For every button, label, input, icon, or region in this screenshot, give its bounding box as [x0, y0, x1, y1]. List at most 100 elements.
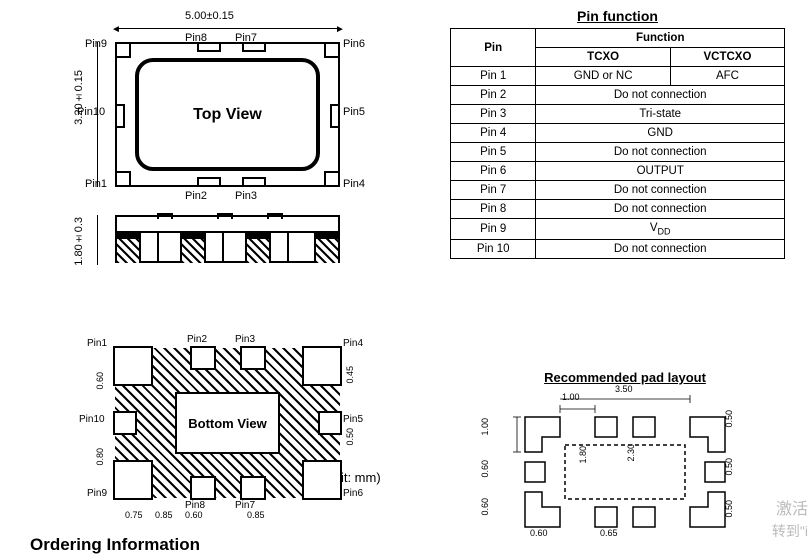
bv-pad-pin1: [113, 346, 153, 386]
bv-pad-pin10: [113, 411, 137, 435]
cell-func: Do not connection: [536, 143, 785, 162]
bv-pad-pin5: [318, 411, 342, 435]
pl-dim-r1: 0.50: [724, 410, 734, 428]
dim-thickness: 1.80±0.3: [73, 217, 85, 266]
top-view-body: Top View: [115, 42, 340, 187]
pl-dim-mh: 1.80: [578, 446, 588, 464]
cell-pin: Pin 10: [451, 240, 536, 259]
bv-pad-pin4: [302, 346, 342, 386]
bv-pad-pin6: [302, 460, 342, 500]
cell-func: Tri-state: [536, 105, 785, 124]
arrow-left-icon: ◄: [111, 24, 121, 35]
watermark-2: 转到"i: [772, 521, 808, 541]
bv-label-pin5: Pin5: [343, 414, 363, 425]
table-row: Pin 9VDD: [451, 219, 785, 240]
cell-func: Do not connection: [536, 181, 785, 200]
table-row: Pin 10Do not connection: [451, 240, 785, 259]
bv-dim-7: 0.45: [345, 366, 355, 384]
table-row: Pin 6OUTPUT: [451, 162, 785, 181]
bv-dim-4: 0.85: [155, 510, 173, 520]
tv-pad-pin5: [330, 104, 340, 128]
pl-dim-b2: 0.65: [600, 528, 618, 538]
hdr-tcxo: TCXO: [536, 48, 670, 67]
bv-pad-pin8: [190, 476, 216, 500]
bv-dim-1: 0.60: [95, 372, 105, 390]
table-row: Pin 7Do not connection: [451, 181, 785, 200]
table-row: Pin 8Do not connection: [451, 200, 785, 219]
pin-table-title: Pin function: [450, 8, 785, 24]
bv-dim-6: 0.85: [247, 510, 265, 520]
dim-thickness-line: [97, 215, 98, 265]
tv-pad-pin1: [115, 171, 131, 187]
watermark-1: 激活: [776, 495, 808, 519]
tv-label-pin5: Pin5: [343, 106, 365, 118]
table-row: Pin 4GND: [451, 124, 785, 143]
bv-label-pin2: Pin2: [187, 334, 207, 345]
bv-dim-5: 0.60: [185, 510, 203, 520]
tv-pad-pin10: [115, 104, 125, 128]
tv-pad-pin3: [242, 177, 266, 187]
cell-pin: Pin 7: [451, 181, 536, 200]
pl-dim-lh: 1.00: [480, 418, 490, 436]
bv-pad-pin9: [113, 460, 153, 500]
cell-pin: Pin 4: [451, 124, 536, 143]
tv-label-pin8: Pin8: [185, 32, 207, 44]
hdr-pin: Pin: [451, 29, 536, 67]
bv-dim-8: 0.50: [345, 428, 355, 446]
bv-label-pin9: Pin9: [87, 488, 107, 499]
bv-pad-pin7: [240, 476, 266, 500]
tv-pad-pin4: [324, 171, 340, 187]
cell-tcxo: GND or NC: [536, 67, 670, 86]
cell-pin: Pin 9: [451, 219, 536, 240]
tv-label-pin2: Pin2: [185, 190, 207, 202]
pl-dim-topgap: 1.00: [562, 392, 580, 402]
ordering-heading: Ordering Information: [30, 535, 200, 555]
hdr-vctcxo: VCTCXO: [670, 48, 784, 67]
pin-function-table: Pin Function TCXO VCTCXO Pin 1GND or NCA…: [450, 28, 785, 259]
pad-layout-wrap: Recommended pad layout: [470, 370, 780, 547]
tv-label-pin9: Pin9: [85, 38, 107, 50]
arrow-right-icon: ►: [335, 24, 345, 35]
pl-dim-lpad: 0.60: [480, 460, 490, 478]
cell-pin: Pin 6: [451, 162, 536, 181]
cell-pin: Pin 2: [451, 86, 536, 105]
tv-label-pin6: Pin6: [343, 38, 365, 50]
dim-width: 5.00±0.15: [185, 10, 234, 22]
bv-label-pin4: Pin4: [343, 338, 363, 349]
cell-pin: Pin 1: [451, 67, 536, 86]
pl-dim-mg: 2.30: [626, 444, 636, 462]
pl-dim-b1: 0.60: [530, 528, 548, 538]
cell-pin: Pin 3: [451, 105, 536, 124]
cell-func: Do not connection: [536, 240, 785, 259]
tv-pad-pin2: [197, 177, 221, 187]
pin-function-table-wrap: Pin function Pin Function TCXO VCTCXO Pi…: [450, 8, 785, 259]
tv-label-pin7: Pin7: [235, 32, 257, 44]
pl-dim-lg: 0.60: [480, 498, 490, 516]
tv-label-pin3: Pin3: [235, 190, 257, 202]
table-row: Pin 1GND or NCAFC: [451, 67, 785, 86]
pad-layout-title: Recommended pad layout: [470, 370, 780, 385]
bv-pad-pin3: [240, 346, 266, 370]
cell-func: OUTPUT: [536, 162, 785, 181]
tv-pad-pin9: [115, 42, 131, 58]
pl-dim-r2: 0.50: [724, 458, 734, 476]
dim-width-line: [115, 28, 340, 29]
side-view-body: [115, 233, 340, 263]
pad-layout-svg: [495, 387, 755, 547]
bv-label-pin1: Pin1: [87, 338, 107, 349]
table-row: Pin 3Tri-state: [451, 105, 785, 124]
cell-vctcxo: AFC: [670, 67, 784, 86]
table-row: Pin 5Do not connection: [451, 143, 785, 162]
bv-dim-2: 0.80: [95, 448, 105, 466]
pl-dim-r3: 0.50: [724, 500, 734, 518]
cell-func: GND: [536, 124, 785, 143]
tv-label-pin1: Pin1: [85, 178, 107, 190]
cell-func: Do not connection: [536, 200, 785, 219]
cell-pin: Pin 8: [451, 200, 536, 219]
top-view-label: Top View: [135, 58, 320, 171]
bottom-view-body: Bottom View: [115, 348, 340, 498]
tv-pad-pin6: [324, 42, 340, 58]
side-view-lid: [115, 215, 340, 233]
tv-label-pin4: Pin4: [343, 178, 365, 190]
cell-func: VDD: [536, 219, 785, 240]
